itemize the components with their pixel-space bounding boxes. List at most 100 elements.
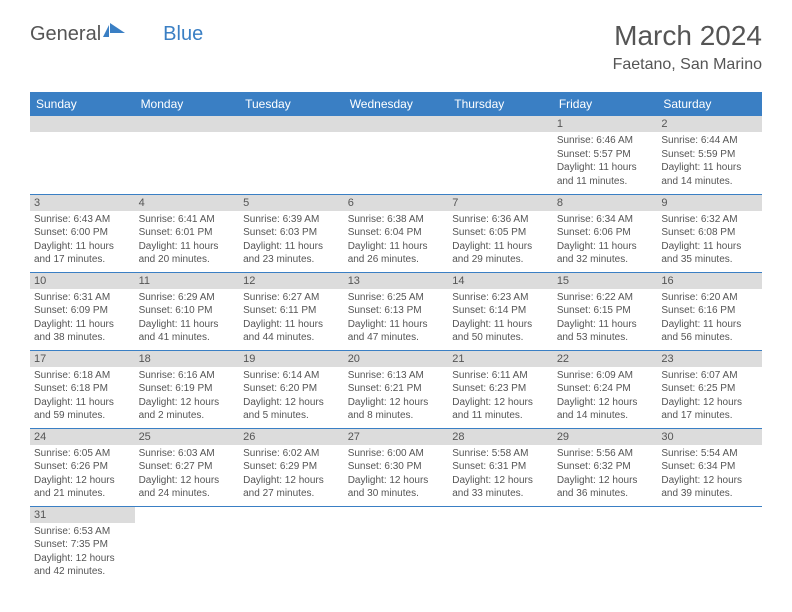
day-content: Sunrise: 6:00 AMSunset: 6:30 PMDaylight:… <box>344 445 449 505</box>
day-content: Sunrise: 6:22 AMSunset: 6:15 PMDaylight:… <box>553 289 658 349</box>
day-number: 14 <box>448 273 553 289</box>
calendar-cell: 18Sunrise: 6:16 AMSunset: 6:19 PMDayligh… <box>135 350 240 428</box>
day-number: 7 <box>448 195 553 211</box>
day-number <box>344 116 449 132</box>
day-content: Sunrise: 5:58 AMSunset: 6:31 PMDaylight:… <box>448 445 553 505</box>
calendar-cell: 2Sunrise: 6:44 AMSunset: 5:59 PMDaylight… <box>657 116 762 194</box>
day-number: 30 <box>657 429 762 445</box>
day-number: 1 <box>553 116 658 132</box>
weekday-header: Saturday <box>657 92 762 116</box>
day-content: Sunrise: 6:53 AMSunset: 7:35 PMDaylight:… <box>30 523 135 583</box>
calendar-cell: 13Sunrise: 6:25 AMSunset: 6:13 PMDayligh… <box>344 272 449 350</box>
calendar-cell: 16Sunrise: 6:20 AMSunset: 6:16 PMDayligh… <box>657 272 762 350</box>
day-number: 29 <box>553 429 658 445</box>
calendar-cell <box>30 116 135 194</box>
day-number: 11 <box>135 273 240 289</box>
day-number <box>239 116 344 132</box>
calendar-cell: 15Sunrise: 6:22 AMSunset: 6:15 PMDayligh… <box>553 272 658 350</box>
calendar-cell <box>239 506 344 584</box>
day-content: Sunrise: 6:16 AMSunset: 6:19 PMDaylight:… <box>135 367 240 427</box>
calendar-cell <box>448 116 553 194</box>
day-content: Sunrise: 6:03 AMSunset: 6:27 PMDaylight:… <box>135 445 240 505</box>
calendar-cell: 28Sunrise: 5:58 AMSunset: 6:31 PMDayligh… <box>448 428 553 506</box>
day-number: 24 <box>30 429 135 445</box>
calendar-cell <box>553 506 658 584</box>
day-content: Sunrise: 6:05 AMSunset: 6:26 PMDaylight:… <box>30 445 135 505</box>
day-number: 28 <box>448 429 553 445</box>
logo-text-1: General <box>30 23 101 46</box>
calendar-cell: 23Sunrise: 6:07 AMSunset: 6:25 PMDayligh… <box>657 350 762 428</box>
location: Faetano, San Marino <box>613 56 762 74</box>
calendar-table: SundayMondayTuesdayWednesdayThursdayFrid… <box>30 92 762 584</box>
calendar-cell: 5Sunrise: 6:39 AMSunset: 6:03 PMDaylight… <box>239 194 344 272</box>
weekday-header: Monday <box>135 92 240 116</box>
logo-flag-icon <box>103 20 125 43</box>
calendar-cell: 14Sunrise: 6:23 AMSunset: 6:14 PMDayligh… <box>448 272 553 350</box>
day-number <box>30 116 135 132</box>
day-content: Sunrise: 6:14 AMSunset: 6:20 PMDaylight:… <box>239 367 344 427</box>
day-number: 5 <box>239 195 344 211</box>
day-number: 13 <box>344 273 449 289</box>
logo-text-2: Blue <box>163 23 203 46</box>
calendar-cell: 17Sunrise: 6:18 AMSunset: 6:18 PMDayligh… <box>30 350 135 428</box>
calendar-cell: 12Sunrise: 6:27 AMSunset: 6:11 PMDayligh… <box>239 272 344 350</box>
calendar-cell: 31Sunrise: 6:53 AMSunset: 7:35 PMDayligh… <box>30 506 135 584</box>
calendar-cell <box>135 506 240 584</box>
weekday-header: Thursday <box>448 92 553 116</box>
day-number: 25 <box>135 429 240 445</box>
calendar-cell <box>239 116 344 194</box>
calendar-cell: 30Sunrise: 5:54 AMSunset: 6:34 PMDayligh… <box>657 428 762 506</box>
day-content: Sunrise: 6:44 AMSunset: 5:59 PMDaylight:… <box>657 132 762 192</box>
day-content: Sunrise: 6:43 AMSunset: 6:00 PMDaylight:… <box>30 211 135 271</box>
day-content: Sunrise: 6:38 AMSunset: 6:04 PMDaylight:… <box>344 211 449 271</box>
calendar-cell <box>344 506 449 584</box>
day-content <box>344 132 449 188</box>
day-content: Sunrise: 6:02 AMSunset: 6:29 PMDaylight:… <box>239 445 344 505</box>
day-number: 18 <box>135 351 240 367</box>
day-number: 8 <box>553 195 658 211</box>
calendar-cell: 4Sunrise: 6:41 AMSunset: 6:01 PMDaylight… <box>135 194 240 272</box>
day-content <box>448 132 553 188</box>
calendar-cell: 19Sunrise: 6:14 AMSunset: 6:20 PMDayligh… <box>239 350 344 428</box>
day-number: 21 <box>448 351 553 367</box>
day-content: Sunrise: 6:11 AMSunset: 6:23 PMDaylight:… <box>448 367 553 427</box>
day-number: 9 <box>657 195 762 211</box>
calendar-cell: 26Sunrise: 6:02 AMSunset: 6:29 PMDayligh… <box>239 428 344 506</box>
calendar-cell: 8Sunrise: 6:34 AMSunset: 6:06 PMDaylight… <box>553 194 658 272</box>
day-content: Sunrise: 6:39 AMSunset: 6:03 PMDaylight:… <box>239 211 344 271</box>
day-content <box>30 132 135 188</box>
day-content: Sunrise: 6:34 AMSunset: 6:06 PMDaylight:… <box>553 211 658 271</box>
weekday-header: Sunday <box>30 92 135 116</box>
weekday-header: Friday <box>553 92 658 116</box>
calendar-cell <box>135 116 240 194</box>
day-number: 19 <box>239 351 344 367</box>
calendar-cell <box>344 116 449 194</box>
weekday-header: Wednesday <box>344 92 449 116</box>
calendar-cell: 1Sunrise: 6:46 AMSunset: 5:57 PMDaylight… <box>553 116 658 194</box>
calendar-cell: 25Sunrise: 6:03 AMSunset: 6:27 PMDayligh… <box>135 428 240 506</box>
day-content: Sunrise: 6:23 AMSunset: 6:14 PMDaylight:… <box>448 289 553 349</box>
day-content: Sunrise: 6:31 AMSunset: 6:09 PMDaylight:… <box>30 289 135 349</box>
calendar-cell: 10Sunrise: 6:31 AMSunset: 6:09 PMDayligh… <box>30 272 135 350</box>
calendar-cell: 20Sunrise: 6:13 AMSunset: 6:21 PMDayligh… <box>344 350 449 428</box>
day-number: 6 <box>344 195 449 211</box>
day-content: Sunrise: 6:18 AMSunset: 6:18 PMDaylight:… <box>30 367 135 427</box>
day-number: 23 <box>657 351 762 367</box>
day-content: Sunrise: 6:20 AMSunset: 6:16 PMDaylight:… <box>657 289 762 349</box>
day-number: 17 <box>30 351 135 367</box>
calendar-cell: 3Sunrise: 6:43 AMSunset: 6:00 PMDaylight… <box>30 194 135 272</box>
day-content: Sunrise: 6:07 AMSunset: 6:25 PMDaylight:… <box>657 367 762 427</box>
calendar-cell: 21Sunrise: 6:11 AMSunset: 6:23 PMDayligh… <box>448 350 553 428</box>
logo: General Blue <box>30 20 203 49</box>
day-number: 3 <box>30 195 135 211</box>
day-content: Sunrise: 6:29 AMSunset: 6:10 PMDaylight:… <box>135 289 240 349</box>
day-content: Sunrise: 6:13 AMSunset: 6:21 PMDaylight:… <box>344 367 449 427</box>
day-number: 15 <box>553 273 658 289</box>
day-number: 12 <box>239 273 344 289</box>
day-content <box>135 132 240 188</box>
calendar-cell: 11Sunrise: 6:29 AMSunset: 6:10 PMDayligh… <box>135 272 240 350</box>
day-content: Sunrise: 6:32 AMSunset: 6:08 PMDaylight:… <box>657 211 762 271</box>
day-number: 2 <box>657 116 762 132</box>
day-content: Sunrise: 6:25 AMSunset: 6:13 PMDaylight:… <box>344 289 449 349</box>
day-number: 4 <box>135 195 240 211</box>
